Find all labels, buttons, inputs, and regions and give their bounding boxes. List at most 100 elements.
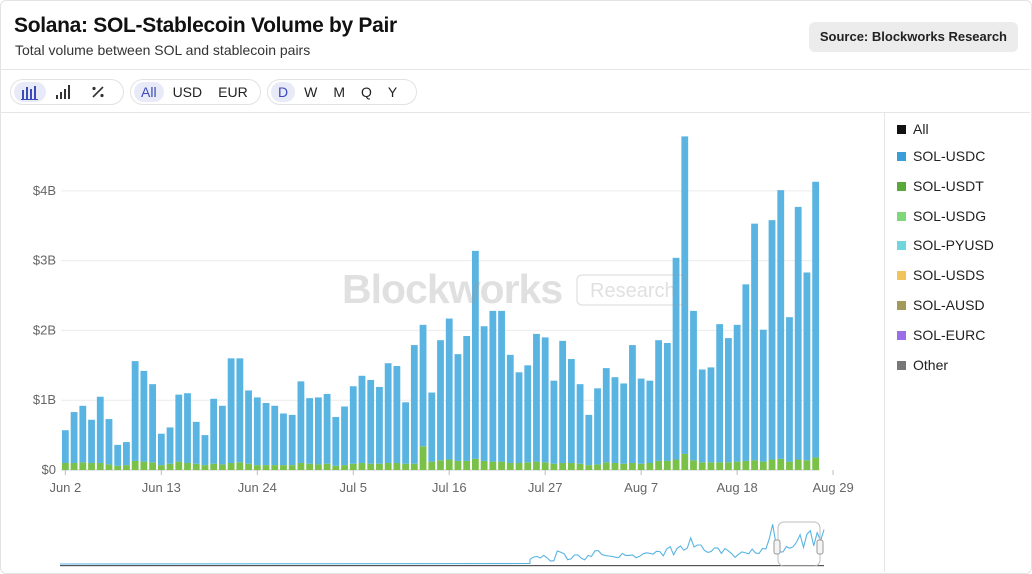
bar-sol-usdt xyxy=(428,461,436,470)
bar-sol-usdt xyxy=(690,460,697,470)
bar-sol-usdc xyxy=(410,345,418,464)
bar-sol-usdc xyxy=(707,367,715,463)
bar-sol-usdc xyxy=(428,392,436,462)
currency-all-option[interactable]: All xyxy=(134,82,164,102)
bar-sol-usdc xyxy=(733,324,741,462)
legend-swatch-sol-usds xyxy=(897,270,906,280)
bar-sol-usdt xyxy=(620,463,628,470)
bar-sol-usdt xyxy=(393,463,401,470)
legend-label: All xyxy=(913,121,929,137)
bar-sol-usdc xyxy=(742,284,750,461)
legend-item-sol-usdt[interactable]: SOL-USDT xyxy=(897,176,984,196)
bar-sol-usdc xyxy=(184,393,191,464)
bar-sol-usdc xyxy=(262,403,270,466)
bar-sol-usdt xyxy=(716,462,724,470)
legend-item-sol-usdg[interactable]: SOL-USDG xyxy=(897,206,986,226)
legend-item-other[interactable]: Other xyxy=(897,355,948,375)
legend-item-sol-usdc[interactable]: SOL-USDC xyxy=(897,146,985,166)
y-tick-label: $3B xyxy=(33,253,56,268)
bar-sol-usdc xyxy=(768,220,776,460)
bar-sol-usdt xyxy=(559,463,567,470)
bar-sol-usdt xyxy=(175,461,183,470)
bar-sol-usdt xyxy=(524,462,532,470)
bar-sol-usdt xyxy=(480,460,488,470)
legend-item-sol-ausd[interactable]: SOL-AUSD xyxy=(897,295,985,315)
bar-sol-usdc xyxy=(655,340,663,461)
bar-sol-usdt xyxy=(376,463,383,470)
bar-sol-usdt xyxy=(794,459,802,470)
bar-sol-usdt xyxy=(681,453,689,470)
interval-q-option[interactable]: Q xyxy=(361,84,372,100)
navigator-right-handle[interactable] xyxy=(816,539,824,555)
bar-sol-usdt xyxy=(742,460,750,470)
signal-bars-icon[interactable] xyxy=(48,82,80,102)
range-navigator[interactable] xyxy=(0,518,884,570)
interval-d-option[interactable]: D xyxy=(271,82,296,102)
bar-sol-usdt xyxy=(61,463,69,470)
bar-sol-usdc xyxy=(620,383,628,464)
legend-item-sol-pyusd[interactable]: SOL-PYUSD xyxy=(897,235,994,255)
bar-sol-usdt xyxy=(262,465,270,470)
bar-sol-usdt xyxy=(655,460,663,470)
bar-sol-usdc xyxy=(576,384,584,464)
bar-sol-usdc xyxy=(480,326,488,461)
interval-w-option[interactable]: W xyxy=(304,84,318,100)
bar-sol-usdt xyxy=(812,457,820,470)
bar-sol-usdt xyxy=(157,465,165,470)
bar-sol-usdc xyxy=(463,336,471,461)
x-tick-label: Aug 18 xyxy=(717,480,758,495)
bar-sol-usdc xyxy=(349,386,357,464)
legend-item-sol-eurc[interactable]: SOL-EURC xyxy=(897,325,985,345)
bar-sol-usdt xyxy=(253,465,261,470)
bar-sol-usdc xyxy=(227,358,235,464)
bar-sol-usdt xyxy=(777,458,785,470)
bar-sol-usdt xyxy=(131,460,139,470)
bar-sol-usdc xyxy=(690,310,697,461)
bar-sol-usdt xyxy=(463,460,471,470)
bar-sol-usdc xyxy=(698,369,706,463)
bar-sol-usdt xyxy=(184,463,191,470)
percent-icon[interactable] xyxy=(82,82,114,102)
bar-sol-usdc xyxy=(332,416,340,466)
bar-sol-usdc xyxy=(786,317,793,462)
bar-sol-usdt xyxy=(297,463,305,470)
bar-sol-usdt xyxy=(349,463,357,470)
bar-sol-usdt xyxy=(218,464,226,470)
bar-sol-usdt xyxy=(201,465,209,470)
bar-sol-usdc xyxy=(297,381,305,464)
bar-sol-usdc xyxy=(149,384,157,463)
bar-sol-usdc xyxy=(724,338,732,463)
bar-sol-usdt xyxy=(367,463,375,470)
bar-sol-usdt xyxy=(123,465,130,470)
bar-sol-usdt xyxy=(306,463,314,470)
bar-sol-usdc xyxy=(201,435,209,466)
interval-toggle: D W M Q Y xyxy=(267,79,417,105)
legend-item-all[interactable]: All xyxy=(897,119,929,139)
blockworks-watermark: Blockworks Research xyxy=(342,266,688,312)
x-tick-label: Aug 29 xyxy=(812,480,853,495)
bar-sol-usdt xyxy=(149,462,157,470)
bar-sol-usdc xyxy=(218,405,226,465)
x-tick-label: Jun 24 xyxy=(238,480,277,495)
bar-sol-usdt xyxy=(245,463,252,470)
bar-sol-usdc xyxy=(341,406,348,466)
bar-sol-usdc xyxy=(402,402,410,464)
bar-sol-usdt xyxy=(733,461,741,470)
interval-m-option[interactable]: M xyxy=(333,84,346,100)
interval-y-option[interactable]: Y xyxy=(387,84,398,100)
bar-sol-usdt xyxy=(114,465,122,470)
bar-sol-usdc xyxy=(716,324,724,463)
chart-mode-toggle xyxy=(10,79,124,105)
bar-sol-usdt xyxy=(541,462,549,470)
bar-sol-usdt xyxy=(445,459,453,470)
navigator-left-handle[interactable] xyxy=(773,539,781,555)
toolbar-divider xyxy=(0,112,1030,113)
currency-eur-option[interactable]: EUR xyxy=(218,84,248,100)
legend-item-sol-usds[interactable]: SOL-USDS xyxy=(897,265,985,285)
bar-sol-usdt xyxy=(96,463,104,470)
currency-usd-option[interactable]: USD xyxy=(172,84,203,100)
bar-sol-usdc xyxy=(471,250,479,459)
bar-chart-icon[interactable] xyxy=(14,82,46,102)
bar-sol-usdt xyxy=(646,463,654,470)
bar-sol-usdt xyxy=(724,462,732,470)
